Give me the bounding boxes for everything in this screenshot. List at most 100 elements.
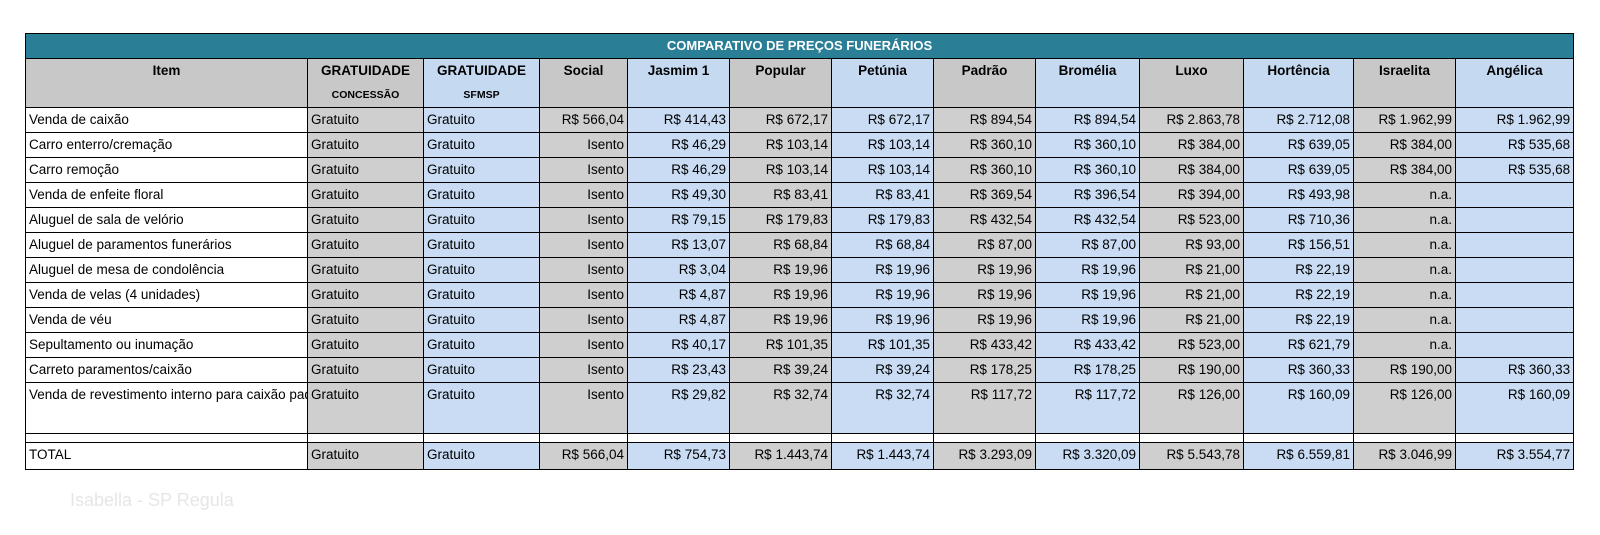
price-cell: Isento [539, 232, 628, 258]
price-cell: R$ 93,00 [1139, 232, 1244, 258]
price-cell: R$ 710,36 [1243, 207, 1354, 233]
price-cell: R$ 1.962,99 [1454, 107, 1575, 133]
price-cell: R$ 29,82 [627, 382, 730, 434]
price-cell: Gratuito [423, 332, 540, 358]
column-header: Padrão [933, 58, 1036, 108]
price-cell: R$ 432,54 [1035, 207, 1140, 233]
price-cell: R$ 360,10 [933, 132, 1036, 158]
price-cell: Gratuito [423, 382, 540, 434]
price-cell: R$ 754,73 [627, 442, 730, 470]
column-header: Hortência [1243, 58, 1354, 108]
column-header-label: GRATUIDADE [321, 63, 410, 78]
price-cell: R$ 19,96 [933, 307, 1036, 333]
price-cell: R$ 21,00 [1139, 282, 1244, 308]
price-cell: R$ 19,96 [831, 282, 934, 308]
price-cell: Gratuito [423, 232, 540, 258]
price-cell: R$ 396,54 [1035, 182, 1140, 208]
spacer-cell [423, 433, 540, 443]
row-label: Aluguel de mesa de condolência [25, 257, 308, 283]
table-row: Carreto paramentos/caixão Gratuito Gratuit… [25, 357, 1575, 383]
price-cell: R$ 3,04 [627, 257, 730, 283]
funeral-price-table: COMPARATIVO DE PREÇOS FUNERÁRIOS Item GRA… [24, 33, 1575, 470]
price-cell: R$ 22,19 [1243, 257, 1354, 283]
spacer-cell [1454, 433, 1575, 443]
column-header: GRATUIDADE CONCESSÃO [307, 58, 424, 108]
table-row: Sepultamento ou inumação Gratuito Gratuito… [25, 332, 1575, 358]
price-cell: R$ 87,00 [933, 232, 1036, 258]
table-row: Aluguel de paramentos funerários Gratuito… [25, 232, 1575, 258]
table-row: Venda de velas (4 unidades) Gratuito Gratu… [25, 282, 1575, 308]
price-cell: R$ 19,96 [933, 282, 1036, 308]
table-row: Carro enterro/cremação Gratuito Gratuito Is… [25, 132, 1575, 158]
price-cell: R$ 1.443,74 [831, 442, 934, 470]
price-cell: R$ 68,84 [831, 232, 934, 258]
price-cell: Gratuito [423, 357, 540, 383]
price-cell: R$ 19,96 [1035, 307, 1140, 333]
price-cell: R$ 160,09 [1454, 382, 1575, 434]
price-cell: R$ 535,68 [1454, 132, 1575, 158]
price-cell: R$ 384,00 [1139, 132, 1244, 158]
price-cell: Gratuito [307, 132, 424, 158]
column-header: Israelita [1353, 58, 1456, 108]
price-cell: Isento [539, 357, 628, 383]
price-cell [1454, 282, 1575, 308]
price-cell: R$ 179,83 [831, 207, 934, 233]
table-title: COMPARATIVO DE PREÇOS FUNERÁRIOS [24, 33, 1575, 59]
price-cell: R$ 2.863,78 [1139, 107, 1244, 133]
price-cell: R$ 4,87 [627, 282, 730, 308]
column-header-label: Angélica [1486, 63, 1543, 78]
price-cell: R$ 117,72 [1035, 382, 1140, 434]
price-cell: Gratuito [423, 282, 540, 308]
price-cell: R$ 360,10 [1035, 157, 1140, 183]
price-cell: R$ 126,00 [1139, 382, 1244, 434]
price-cell: Gratuito [423, 207, 540, 233]
price-cell: R$ 360,10 [1035, 132, 1140, 158]
price-cell: R$ 535,68 [1454, 157, 1575, 183]
price-cell: R$ 394,00 [1139, 182, 1244, 208]
price-cell: R$ 433,42 [1035, 332, 1140, 358]
price-cell: R$ 4,87 [627, 307, 730, 333]
row-label: Carro remoção [25, 157, 308, 183]
price-cell: Gratuito [307, 382, 424, 434]
spacer-cell [307, 433, 424, 443]
spacer-cell [1139, 433, 1244, 443]
price-cell: R$ 360,10 [933, 157, 1036, 183]
column-header: Petúnia [831, 58, 934, 108]
spacer-cell [25, 433, 308, 443]
table-title-row: COMPARATIVO DE PREÇOS FUNERÁRIOS [24, 33, 1575, 59]
column-header-label: Social [563, 63, 604, 78]
spacer-cell [1243, 433, 1354, 443]
column-header: Luxo [1139, 58, 1244, 108]
row-label: Venda de enfeite floral [25, 182, 308, 208]
price-cell: R$ 414,43 [627, 107, 730, 133]
column-header-sub: SFMSP [463, 89, 500, 101]
spacer-cell [627, 433, 730, 443]
column-header: Item [25, 58, 308, 108]
price-cell: R$ 40,17 [627, 332, 730, 358]
spacer-cell [729, 433, 832, 443]
column-header-label: Bromélia [1058, 63, 1117, 78]
price-cell: R$ 19,96 [1035, 257, 1140, 283]
price-cell: R$ 894,54 [1035, 107, 1140, 133]
price-cell: Gratuito [307, 307, 424, 333]
price-cell: Isento [539, 257, 628, 283]
price-cell: Gratuito [307, 257, 424, 283]
price-cell: R$ 46,29 [627, 157, 730, 183]
price-cell: Gratuito [307, 157, 424, 183]
spacer-cell [1035, 433, 1140, 443]
price-cell: R$ 101,35 [831, 332, 934, 358]
price-cell: R$ 21,00 [1139, 257, 1244, 283]
row-label: Aluguel de paramentos funerários [25, 232, 308, 258]
price-cell: n.a. [1353, 307, 1456, 333]
price-cell: R$ 639,05 [1243, 157, 1354, 183]
price-cell: n.a. [1353, 207, 1456, 233]
watermark-text: Isabella - SP Regula [70, 490, 234, 510]
price-cell: n.a. [1353, 332, 1456, 358]
price-cell: R$ 101,35 [729, 332, 832, 358]
price-cell: R$ 672,17 [831, 107, 934, 133]
price-cell: R$ 2.712,08 [1243, 107, 1354, 133]
price-cell: R$ 22,19 [1243, 307, 1354, 333]
row-label: Aluguel de sala de velório [25, 207, 308, 233]
price-cell: R$ 6.559,81 [1243, 442, 1354, 470]
price-cell: Isento [539, 207, 628, 233]
